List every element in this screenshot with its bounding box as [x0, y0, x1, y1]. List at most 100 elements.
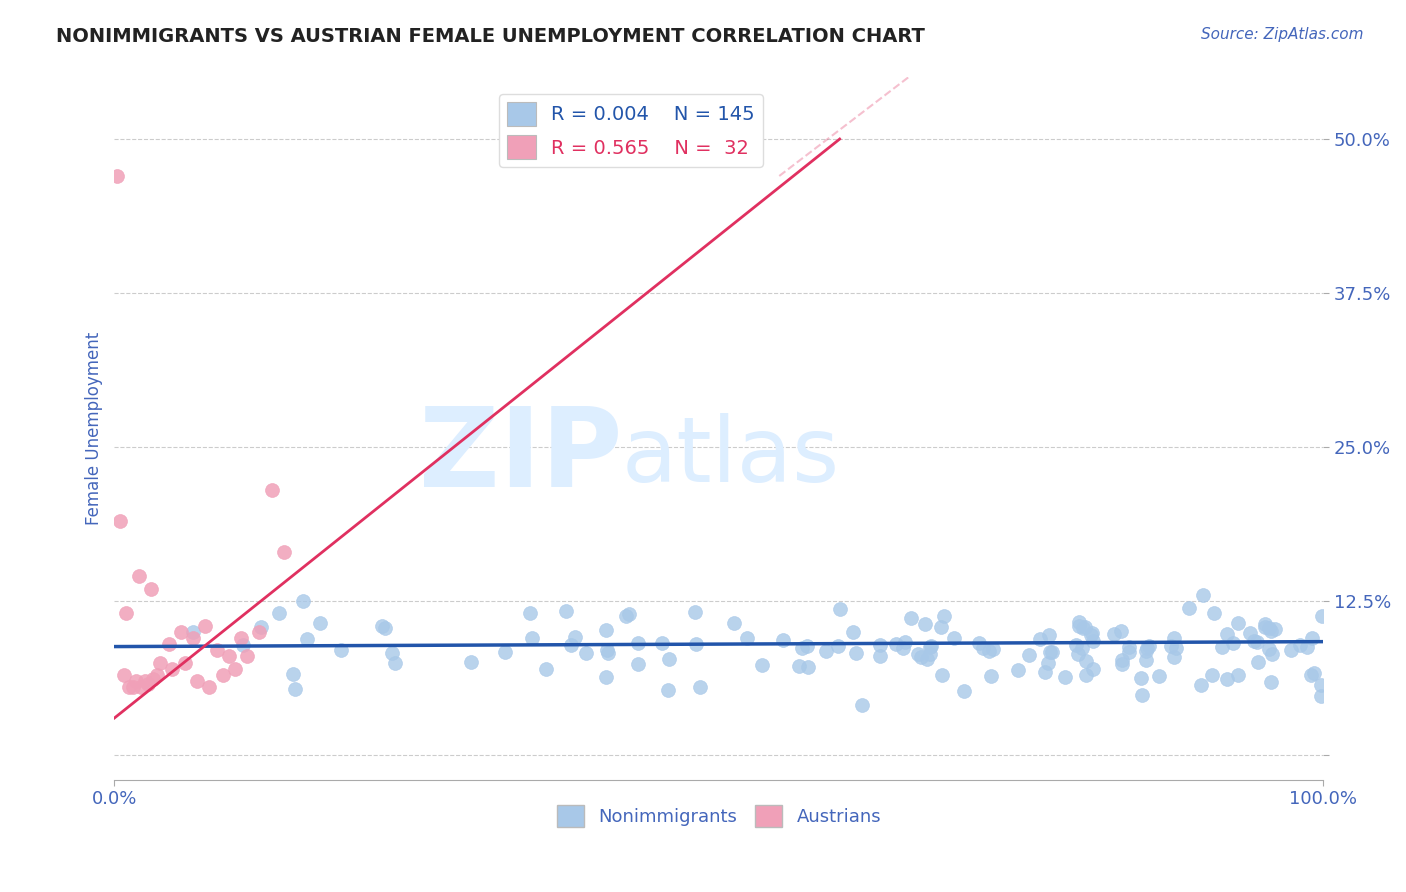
Point — [105, 169, 128, 183]
Point — [218, 649, 240, 664]
Point — [1033, 665, 1056, 679]
Point — [1260, 624, 1282, 639]
Point — [614, 609, 637, 624]
Point — [1067, 647, 1090, 661]
Point — [330, 642, 353, 657]
Point — [598, 646, 620, 660]
Point — [796, 640, 818, 654]
Point — [186, 674, 208, 689]
Point — [920, 640, 942, 655]
Point — [1080, 627, 1102, 641]
Point — [827, 639, 849, 653]
Point — [1164, 641, 1187, 656]
Point — [1254, 617, 1277, 632]
Point — [842, 624, 865, 639]
Point — [267, 607, 290, 621]
Point — [1074, 620, 1097, 634]
Point — [112, 668, 135, 682]
Point — [371, 618, 394, 632]
Point — [129, 680, 152, 694]
Point — [1053, 670, 1076, 684]
Point — [1160, 639, 1182, 653]
Point — [297, 632, 319, 646]
Point — [792, 640, 814, 655]
Point — [596, 642, 619, 657]
Point — [851, 698, 873, 713]
Point — [1137, 639, 1160, 653]
Point — [1216, 627, 1239, 641]
Point — [772, 632, 794, 647]
Point — [914, 616, 936, 631]
Point — [1226, 667, 1249, 681]
Point — [1310, 609, 1333, 624]
Point — [685, 638, 707, 652]
Point — [1136, 640, 1159, 655]
Text: Source: ZipAtlas.com: Source: ZipAtlas.com — [1201, 27, 1364, 42]
Text: atlas: atlas — [621, 413, 841, 500]
Point — [460, 656, 482, 670]
Point — [617, 607, 640, 622]
Point — [917, 651, 939, 665]
Point — [142, 672, 165, 686]
Point — [595, 623, 617, 637]
Point — [173, 656, 195, 670]
Point — [381, 647, 404, 661]
Point — [1074, 668, 1097, 682]
Point — [1202, 607, 1225, 621]
Point — [181, 624, 204, 639]
Point — [900, 611, 922, 625]
Point — [685, 606, 707, 620]
Point — [1222, 636, 1244, 650]
Point — [249, 624, 271, 639]
Point — [815, 644, 838, 658]
Point — [828, 602, 851, 616]
Point — [1018, 648, 1040, 662]
Point — [1102, 627, 1125, 641]
Point — [981, 642, 1004, 657]
Point — [1303, 665, 1326, 680]
Point — [534, 663, 557, 677]
Point — [1163, 631, 1185, 645]
Point — [1239, 625, 1261, 640]
Point — [1279, 643, 1302, 657]
Point — [1083, 662, 1105, 676]
Point — [260, 483, 283, 497]
Point — [884, 637, 907, 651]
Point — [1111, 653, 1133, 667]
Point — [1129, 671, 1152, 685]
Point — [845, 647, 868, 661]
Point — [1038, 627, 1060, 641]
Point — [1038, 657, 1060, 671]
Point — [145, 668, 167, 682]
Point — [931, 668, 953, 682]
Point — [689, 681, 711, 695]
Point — [907, 647, 929, 661]
Point — [932, 609, 955, 624]
Point — [1296, 640, 1319, 655]
Point — [205, 643, 228, 657]
Point — [894, 635, 917, 649]
Point — [1111, 657, 1133, 671]
Point — [134, 674, 156, 689]
Point — [1067, 615, 1090, 629]
Point — [115, 607, 138, 621]
Point — [1260, 675, 1282, 690]
Point — [1083, 634, 1105, 648]
Point — [891, 641, 914, 656]
Point — [797, 659, 820, 673]
Point — [789, 659, 811, 673]
Point — [522, 632, 544, 646]
Point — [1310, 690, 1333, 704]
Text: ZIP: ZIP — [419, 403, 621, 510]
Point — [1201, 667, 1223, 681]
Point — [943, 631, 966, 645]
Point — [651, 636, 673, 650]
Point — [977, 643, 1000, 657]
Point — [1264, 622, 1286, 636]
Point — [1130, 688, 1153, 702]
Point — [128, 569, 150, 583]
Point — [1163, 649, 1185, 664]
Point — [283, 667, 305, 681]
Point — [1257, 622, 1279, 636]
Point — [953, 683, 976, 698]
